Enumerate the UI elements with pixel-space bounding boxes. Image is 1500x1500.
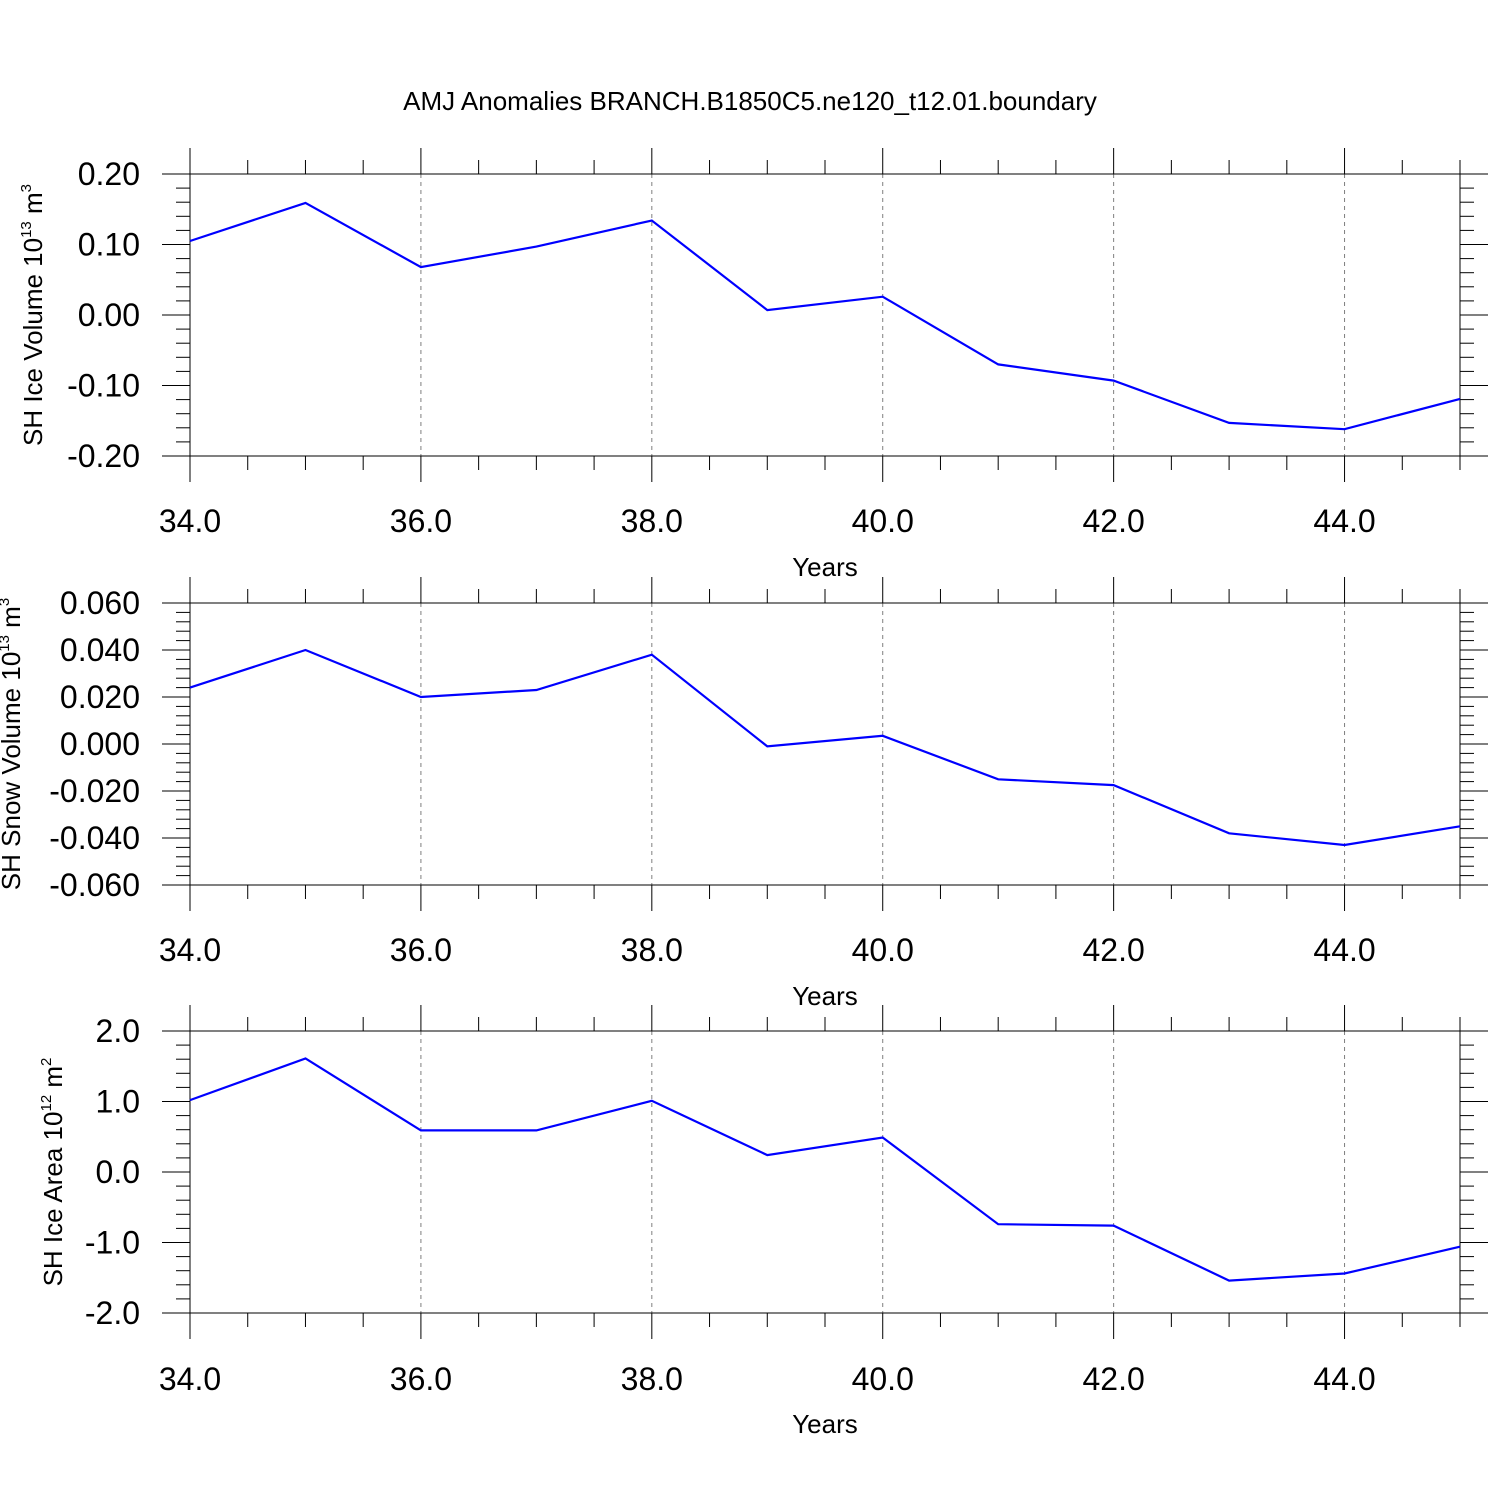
series-line: [189, 648, 1461, 847]
x-tick-label: 34.0: [159, 932, 221, 968]
y-tick-label: 0.0: [96, 1154, 140, 1190]
y-tick-label: 1.0: [96, 1084, 140, 1120]
y-tick-label: -2.0: [85, 1295, 140, 1331]
x-tick-label: 34.0: [159, 503, 221, 539]
plot-frame: [189, 1030, 1461, 1314]
chart-title: AMJ Anomalies BRANCH.B1850C5.ne120_t12.0…: [403, 86, 1097, 116]
x-tick-label: 38.0: [621, 932, 683, 968]
y-tick-label: -0.10: [67, 368, 140, 404]
x-tick-label: 42.0: [1082, 932, 1144, 968]
y-tick-label: -0.060: [49, 867, 140, 903]
x-tick-label: 44.0: [1313, 932, 1375, 968]
x-tick-label: 42.0: [1082, 503, 1144, 539]
x-tick-label: 38.0: [621, 503, 683, 539]
panel-3: 2.0 1.0 0.0 -1.0 -2.0 34.0 36.0 38.0 40.0 42.0 44.…: [38, 1005, 1488, 1439]
y-tick-label: 0.10: [78, 227, 140, 263]
panels: 0.20 0.10 0.00 -0.10 -0.20 34.0 36.0 38.0 40.0 42…: [0, 148, 1488, 1439]
series-line: [189, 201, 1461, 431]
y-tick-label: -0.20: [67, 438, 140, 474]
x-axis-label: Years: [792, 552, 858, 582]
y-axis-label: SH Snow Volume 1013 m3: [0, 598, 26, 890]
x-tick-label: 44.0: [1313, 503, 1375, 539]
x-tick-label: 40.0: [852, 1361, 914, 1397]
x-tick-label: 38.0: [621, 1361, 683, 1397]
y-tick-label: -0.020: [49, 773, 140, 809]
x-axis-label: Years: [792, 1409, 858, 1439]
panel-2: 0.060 0.040 0.020 0.000 -0.020 -0.040 -0.060 34…: [0, 577, 1488, 1011]
plot-frame: [189, 173, 1461, 457]
x-tick-label: 36.0: [390, 932, 452, 968]
x-tick-label: 36.0: [390, 1361, 452, 1397]
x-tick-label: 40.0: [852, 503, 914, 539]
x-tick-label: 44.0: [1313, 1361, 1375, 1397]
x-tick-label: 36.0: [390, 503, 452, 539]
y-tick-label: 0.060: [60, 585, 140, 621]
y-axis-label: SH Ice Area 1012 m2: [38, 1058, 68, 1287]
series-line: [189, 1057, 1461, 1282]
x-axis-label: Years: [792, 981, 858, 1011]
y-tick-label: 2.0: [96, 1013, 140, 1049]
y-tick-label: 0.20: [78, 156, 140, 192]
y-tick-label: -0.040: [49, 820, 140, 856]
y-tick-label: 0.040: [60, 632, 140, 668]
x-tick-label: 40.0: [852, 932, 914, 968]
y-tick-label: 0.00: [78, 297, 140, 333]
y-axis-label: SH Ice Volume 1013 m3: [18, 184, 48, 446]
y-tick-label: 0.020: [60, 679, 140, 715]
x-tick-label: 42.0: [1082, 1361, 1144, 1397]
y-tick-label: -1.0: [85, 1225, 140, 1261]
x-tick-label: 34.0: [159, 1361, 221, 1397]
y-tick-label: 0.000: [60, 726, 140, 762]
plot-frame: [189, 602, 1461, 886]
panel-1: 0.20 0.10 0.00 -0.10 -0.20 34.0 36.0 38.0 40.0 42…: [18, 148, 1488, 582]
